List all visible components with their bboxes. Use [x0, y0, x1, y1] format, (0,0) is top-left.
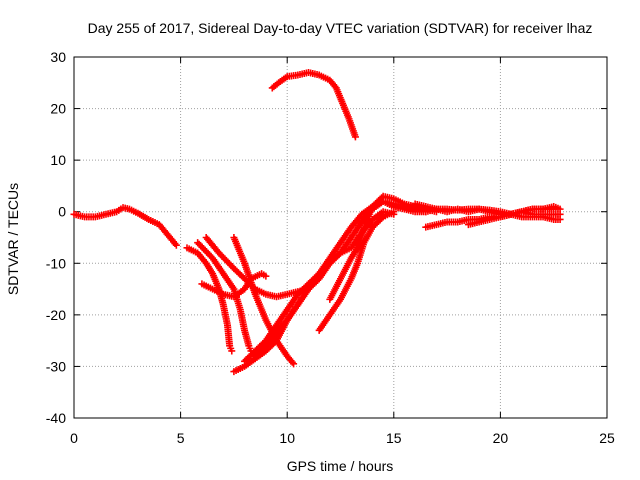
x-tick-label: 20 — [493, 430, 509, 446]
y-tick-label: 20 — [50, 101, 66, 117]
chart-title: Day 255 of 2017, Sidereal Day-to-day VTE… — [88, 20, 593, 36]
x-tick-label: 5 — [177, 430, 185, 446]
data-point — [351, 133, 359, 141]
data-point — [556, 205, 564, 213]
y-tick-label: 30 — [50, 49, 66, 65]
series-track-p — [464, 205, 558, 229]
series-track-k — [326, 192, 440, 303]
y-tick-label: -40 — [46, 410, 66, 426]
data-point — [262, 272, 270, 280]
x-tick-label: 25 — [599, 430, 615, 446]
x-tick-label: 0 — [70, 430, 78, 446]
y-tick-label: -30 — [46, 358, 66, 374]
y-tick-label: -20 — [46, 307, 66, 323]
x-tick-label: 15 — [386, 430, 402, 446]
data-markers — [70, 68, 564, 376]
data-point — [172, 241, 180, 249]
data-point — [228, 347, 236, 355]
x-axis-label: GPS time / hours — [287, 458, 394, 474]
plot-frame — [73, 56, 608, 419]
series-track-f — [230, 234, 298, 368]
series-track-l — [268, 68, 359, 141]
y-axis-label: SDTVAR / TECUs — [5, 183, 21, 295]
grid-lines — [74, 57, 607, 418]
series-track-j — [315, 208, 398, 334]
series-track-a — [70, 204, 180, 249]
data-point — [550, 205, 558, 213]
axis-ticks: 0 5 10 15 20 25 -40 -30 -20 -10 0 10 20 30 — [46, 49, 615, 446]
y-tick-label: -10 — [46, 255, 66, 271]
data-point — [290, 360, 298, 368]
data-point-interp — [378, 214, 386, 222]
y-tick-label: 10 — [50, 152, 66, 168]
x-tick-label: 10 — [279, 430, 295, 446]
data-point — [556, 215, 564, 223]
y-tick-label: 0 — [58, 204, 66, 220]
